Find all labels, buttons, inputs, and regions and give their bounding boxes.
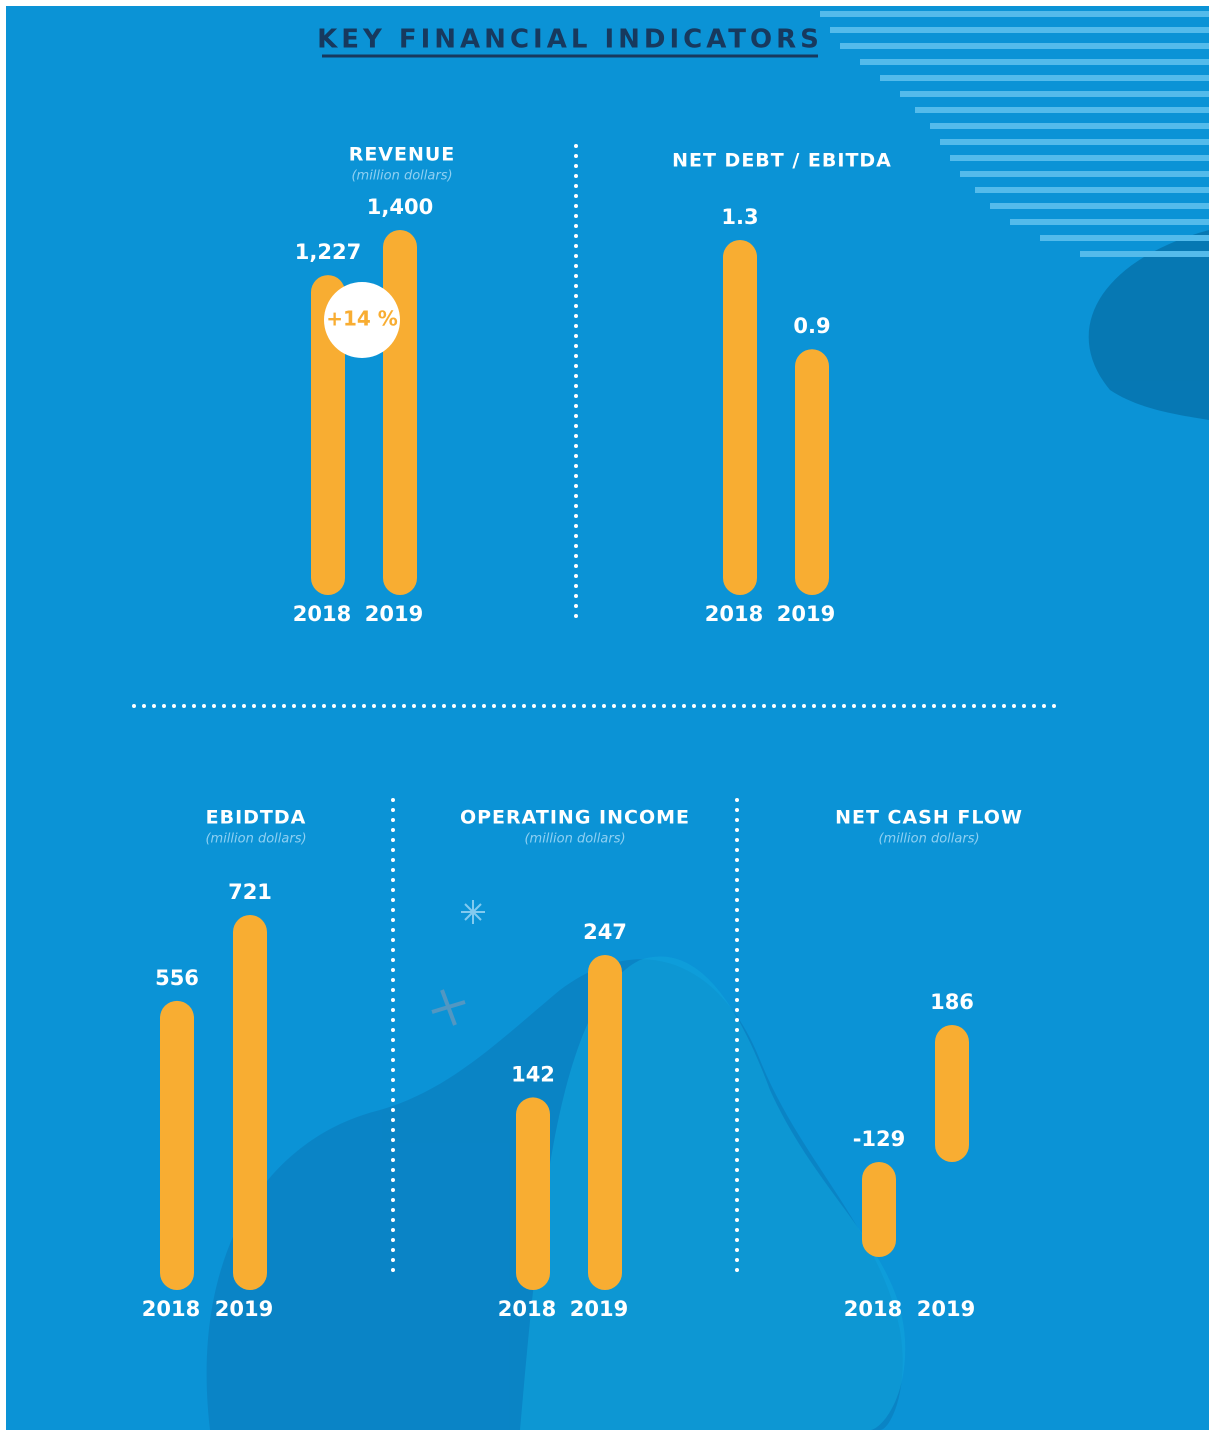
value-label: 0.9 [793, 314, 830, 338]
year-label: 2019 [215, 1297, 273, 1321]
year-label: 2018 [844, 1297, 902, 1321]
chart-title: EBIDTDA [206, 807, 307, 829]
year-label: 2019 [365, 602, 423, 626]
bar [795, 349, 829, 595]
year-label: 2019 [777, 602, 835, 626]
year-label: 2018 [705, 602, 763, 626]
value-label: 1.3 [721, 205, 758, 229]
annotation: +14 % [326, 307, 398, 331]
bar [723, 240, 757, 595]
bar [588, 955, 622, 1290]
value-label: -129 [853, 1127, 906, 1151]
chart-title: REVENUE [349, 144, 456, 166]
decoration [206, 11, 1209, 1430]
annotation-badge [324, 282, 400, 358]
bar [311, 275, 345, 595]
value-label: 1,400 [367, 195, 433, 219]
bar [383, 230, 417, 595]
value-label: 247 [583, 920, 627, 944]
chart-subtitle: (million dollars) [524, 832, 625, 847]
chart-title: NET DEBT / EBITDA [672, 150, 892, 172]
value-label: 186 [930, 990, 974, 1014]
year-label: 2018 [293, 602, 351, 626]
bar [862, 1162, 896, 1258]
value-label: 142 [511, 1062, 555, 1086]
page-title: KEY FINANCIAL INDICATORS [317, 25, 823, 55]
chart-title: OPERATING INCOME [460, 807, 690, 829]
value-label: 1,227 [295, 240, 361, 264]
value-label: 556 [155, 966, 199, 990]
bar [160, 1000, 194, 1290]
chart-subtitle: (million dollars) [351, 169, 452, 184]
chart-title: NET CASH FLOW [835, 807, 1023, 829]
year-label: 2018 [498, 1297, 556, 1321]
year-label: 2019 [917, 1297, 975, 1321]
chart-subtitle: (million dollars) [878, 832, 979, 847]
bar [233, 915, 267, 1290]
chart-subtitle: (million dollars) [205, 832, 306, 847]
year-label: 2018 [142, 1297, 200, 1321]
bar [935, 1025, 969, 1162]
value-label: 721 [228, 880, 272, 904]
bar [516, 1097, 550, 1290]
year-label: 2019 [570, 1297, 628, 1321]
